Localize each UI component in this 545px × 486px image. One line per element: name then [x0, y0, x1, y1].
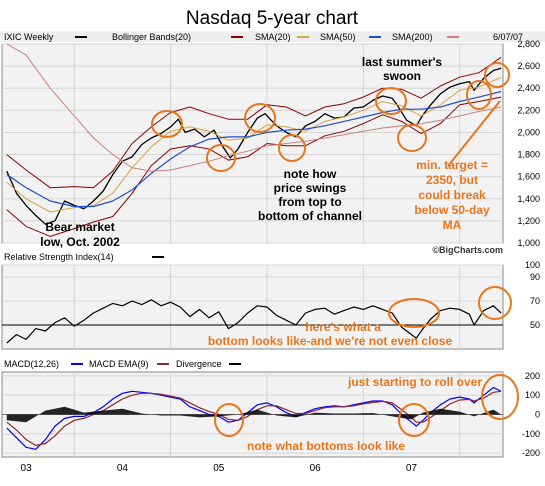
y-tick-label: 90 — [530, 272, 540, 282]
y-tick-label: 2,200 — [517, 105, 540, 115]
series-divergence — [6, 406, 502, 423]
macd-ema-legend-swatch — [157, 363, 169, 365]
price-panel — [1, 43, 504, 244]
y-tick-label: 70 — [530, 296, 540, 306]
rsi-annot-1: here's what a — [305, 320, 381, 334]
series-macd-ema-9 — [6, 390, 502, 446]
macd-series — [6, 386, 502, 450]
macd-y-ticks: -200 -100 0 100 200 — [522, 371, 540, 458]
macd-title: MACD(12,26) — [4, 359, 59, 369]
macd-circle-bottom-2004 — [214, 403, 244, 437]
rsi-circle-bottom — [388, 298, 440, 328]
legend-swatch-sma20 — [297, 36, 309, 38]
watermark: ©BigCharts.com — [432, 245, 503, 255]
price-annotation-texts: last summer's swoon note how price swing… — [40, 55, 490, 249]
rsi-circle-current — [478, 286, 512, 320]
x-tick-label: 07 — [406, 463, 418, 474]
y-tick-label: 2,000 — [517, 127, 540, 137]
y-tick-label: 1,800 — [517, 150, 540, 160]
series-bollinger-bands-20-upper — [6, 56, 502, 189]
annot-note-2: price swings — [274, 181, 347, 195]
rsi-panel — [1, 264, 504, 350]
series-relative-strength-index-14 — [6, 299, 502, 344]
annot-target-4: below 50-day — [414, 203, 490, 217]
circle-high-2007 — [484, 62, 510, 88]
x-axis-labels: 03 04 05 06 07 — [21, 463, 418, 474]
rsi-y-ticks: 50 70 90 100 — [525, 260, 540, 330]
circle-top-2004 — [151, 110, 183, 138]
price-legend-bar — [0, 31, 545, 42]
y-tick-label: 1,200 — [517, 216, 540, 226]
series-sma-50 — [6, 90, 502, 208]
series-sma-200 — [6, 43, 502, 172]
y-tick-label: 200 — [525, 371, 540, 381]
circle-top-2005 — [244, 103, 276, 133]
legend-ticker: IXIC Weekly — [4, 32, 54, 42]
annot-bear-2: low, Oct. 2002 — [40, 235, 120, 249]
chart-title: Nasdaq 5-year chart — [186, 8, 359, 29]
circle-dip-2007 — [466, 80, 492, 110]
legend-sma20: SMA(20) — [255, 32, 291, 42]
y-tick-label: 2,600 — [517, 61, 540, 71]
y-tick-label: 2,800 — [517, 39, 540, 49]
y-tick-label: 1,600 — [517, 172, 540, 182]
annot-bear-1: Bear market — [45, 220, 114, 234]
annot-target-2: 2350, but — [426, 173, 478, 187]
macd-circle-current — [481, 374, 519, 420]
y-tick-label: 0 — [535, 410, 540, 420]
macd-ema-title: MACD EMA(9) — [89, 359, 149, 369]
macd-annot-bottoms: note what bottoms look like — [247, 439, 405, 453]
y-tick-label: 1,000 — [517, 238, 540, 248]
divergence-title: Divergence — [176, 359, 222, 369]
macd-annot-roll: just starting to roll over — [347, 375, 482, 389]
legend-swatch-price — [75, 36, 87, 38]
y-tick-label: -100 — [522, 429, 540, 439]
y-tick-label: 1,400 — [517, 194, 540, 204]
legend-swatch-sma200 — [447, 36, 459, 38]
annot-note-1: note how — [284, 167, 337, 181]
annot-note-4: bottom of channel — [258, 209, 362, 223]
y-tick-label: 100 — [525, 390, 540, 400]
x-tick-label: 03 — [21, 463, 33, 474]
circle-top-2006 — [375, 87, 407, 115]
x-tick-label: 04 — [117, 463, 129, 474]
y-tick-label: 100 — [525, 260, 540, 270]
circle-bottom-2004 — [206, 144, 236, 172]
rsi-annot-2: bottom looks like-and we're not even clo… — [208, 334, 453, 348]
macd-legend-swatch — [71, 363, 83, 365]
y-tick-label: 50 — [530, 320, 540, 330]
legend-swatch-bollinger — [231, 36, 243, 38]
rsi-title: Relative Strength Index(14) — [4, 252, 114, 262]
macd-circle-bottom-2006 — [398, 403, 430, 437]
price-y-ticks: 1,000 1,200 1,400 1,600 1,800 2,000 2,200 2,400… — [517, 39, 540, 248]
circle-bottom-2006 — [397, 124, 427, 152]
divergence-legend-swatch — [229, 363, 241, 365]
price-gridlines — [2, 43, 503, 244]
rsi-series — [6, 299, 502, 344]
legend-sma200: SMA(200) — [392, 32, 433, 42]
y-tick-label: 2,400 — [517, 83, 540, 93]
x-tick-label: 05 — [213, 463, 225, 474]
x-tick-label: 06 — [310, 463, 322, 474]
rsi-gridlines — [2, 264, 503, 349]
annot-target-5: MA — [443, 218, 462, 232]
price-series — [6, 43, 502, 237]
legend-sma50: SMA(50) — [320, 32, 356, 42]
annot-target-3: could break — [418, 188, 486, 202]
y-tick-label: -200 — [522, 448, 540, 458]
legend-bollinger: Bollinger Bands(20) — [112, 32, 191, 42]
target-arrow — [447, 100, 501, 167]
annot-swoon-2: swoon — [383, 69, 421, 83]
annot-target-1: min. target = — [416, 158, 488, 172]
circle-bottom-2005 — [278, 134, 306, 162]
legend-swatch-sma50 — [369, 36, 381, 38]
annot-note-3: from top to — [278, 195, 341, 209]
rsi-legend-swatch — [152, 256, 164, 258]
annot-swoon-1: last summer's — [362, 55, 443, 69]
price-annotation-circles — [151, 62, 510, 172]
series-bollinger-bands-20-lower — [6, 96, 502, 237]
legend-date: 6/07/07 — [493, 32, 523, 42]
